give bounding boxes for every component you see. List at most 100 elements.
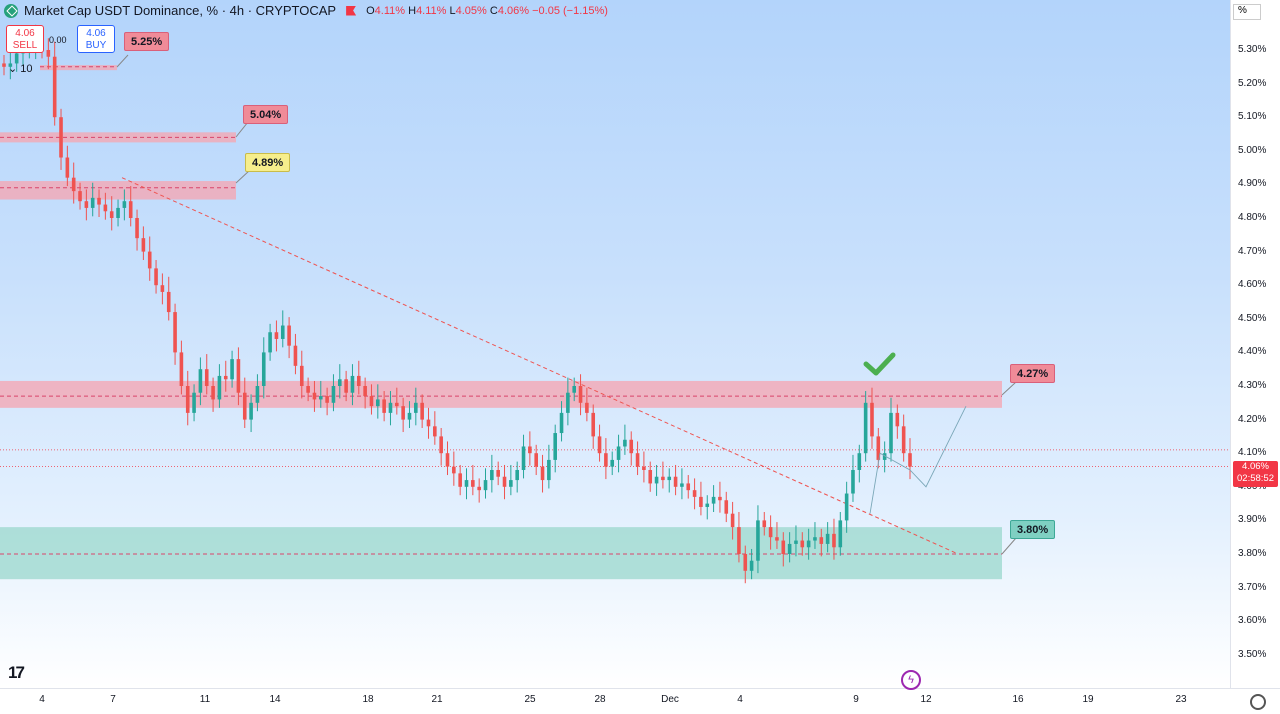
candle-body (540, 466, 545, 481)
price-tick-label: 4.50% (1238, 312, 1267, 324)
time-tick-label: 4 (39, 694, 45, 705)
candle-body (572, 386, 577, 393)
tradingview-logo[interactable]: 17 (8, 663, 25, 682)
candle-body (889, 412, 893, 454)
price-tick-label: 5.00% (1238, 144, 1267, 156)
candle-body (433, 426, 437, 437)
callout-connector-3 (1001, 381, 1017, 396)
candle-body (547, 459, 551, 481)
candle-body (198, 369, 203, 393)
candle-body (585, 402, 589, 413)
callout-5-04[interactable]: 5.04% (243, 105, 289, 124)
price-tick-label: 5.30% (1238, 44, 1267, 55)
candle-body (559, 412, 564, 434)
callout-3-80[interactable]: 3.80% (1010, 520, 1056, 539)
candle-body (306, 386, 310, 393)
time-tick-label: 23 (1175, 694, 1187, 705)
candle-body (908, 453, 912, 467)
time-tick-label: 9 (853, 694, 859, 705)
price-tick-label: 4.40% (1238, 346, 1267, 358)
candle-body (806, 540, 811, 548)
candle-body (610, 459, 615, 467)
callout-4-89[interactable]: 4.89% (245, 153, 291, 172)
time-axis[interactable] (0, 688, 1280, 714)
candle-body (458, 473, 462, 487)
candle-body (635, 453, 640, 467)
buy-button[interactable]: 4.06 BUY (77, 25, 115, 53)
candle-body (743, 554, 748, 571)
symbol-title[interactable]: Market Cap USDT Dominance, % · 4h · CRYP… (24, 3, 337, 18)
callout-connector-0 (116, 54, 129, 68)
candle-body (673, 476, 678, 487)
candle-body (287, 325, 291, 346)
candle-body (471, 480, 475, 487)
candle-body (730, 513, 735, 528)
flag-icon[interactable] (346, 5, 357, 16)
candle-body (388, 402, 393, 413)
price-axis[interactable] (1230, 0, 1280, 688)
current-price-tag: 4.06% 02:58:52 (1233, 461, 1278, 487)
candle-body (813, 537, 817, 541)
candle-body (445, 453, 450, 467)
descending-trendline (121, 177, 959, 555)
candle-body (103, 204, 108, 212)
candle-body (464, 480, 469, 487)
unit-badge[interactable]: % (1233, 4, 1261, 20)
candle-body (52, 56, 57, 118)
candle-body (249, 402, 253, 420)
candle-body (293, 345, 298, 366)
time-tick-label: 18 (362, 694, 374, 705)
tether-logo (4, 3, 18, 18)
candle-body (154, 268, 158, 286)
candle-body (185, 386, 190, 413)
candle-body (78, 191, 82, 202)
candle-body (838, 520, 843, 548)
callout-5-25[interactable]: 5.25% (124, 32, 170, 51)
candle-body (851, 470, 855, 494)
chevron-down-icon: ⌄ (8, 63, 21, 75)
callout-4-27[interactable]: 4.27% (1010, 364, 1056, 383)
candle-body (604, 453, 608, 467)
candle-body (800, 540, 805, 548)
time-tick-label: 14 (269, 694, 281, 705)
candle-body (135, 218, 139, 239)
candle-body (14, 53, 19, 64)
price-tick-label: 4.60% (1238, 279, 1267, 291)
gear-icon[interactable] (1250, 694, 1266, 710)
candle-body (876, 436, 881, 460)
candle-body (242, 392, 247, 420)
candle-body (299, 365, 304, 386)
candle-body (781, 540, 786, 554)
candle-body (230, 359, 234, 380)
price-tick-label: 4.30% (1238, 380, 1267, 391)
candle-body (255, 386, 260, 403)
projected-path (869, 405, 967, 514)
time-tick-label: 28 (594, 694, 606, 705)
sell-button[interactable]: 4.06 SELL (6, 25, 44, 53)
price-chart[interactable] (0, 0, 1230, 688)
flash-icon[interactable]: ϟ (901, 670, 921, 690)
time-tick-label: 7 (110, 694, 116, 705)
ohlc-readout: O4.11% H4.11% L4.05% C4.06% −0.05 (−1.15… (366, 4, 608, 17)
volume-selector[interactable]: ⌄ 10 (8, 63, 33, 75)
candle-body (705, 503, 710, 507)
zone-support-1 (0, 527, 1002, 580)
candle-body (654, 476, 659, 484)
candle-body (642, 466, 646, 470)
price-tick-label: 4.10% (1238, 447, 1267, 459)
candle-body (90, 197, 95, 208)
candle-body (901, 426, 906, 454)
candle-body (376, 399, 380, 407)
candle-body (794, 540, 798, 544)
candle-body (160, 285, 165, 292)
candle-body (692, 490, 697, 497)
price-tick-label: 4.20% (1238, 413, 1267, 425)
candle-body (578, 386, 583, 403)
candle-body (382, 399, 386, 413)
price-tick-label: 4.90% (1238, 178, 1267, 190)
candle-body (147, 251, 152, 269)
candle-body (369, 396, 374, 407)
candle-body (223, 375, 228, 380)
zone-resistance-0 (0, 380, 1002, 408)
candle-body (344, 379, 348, 393)
